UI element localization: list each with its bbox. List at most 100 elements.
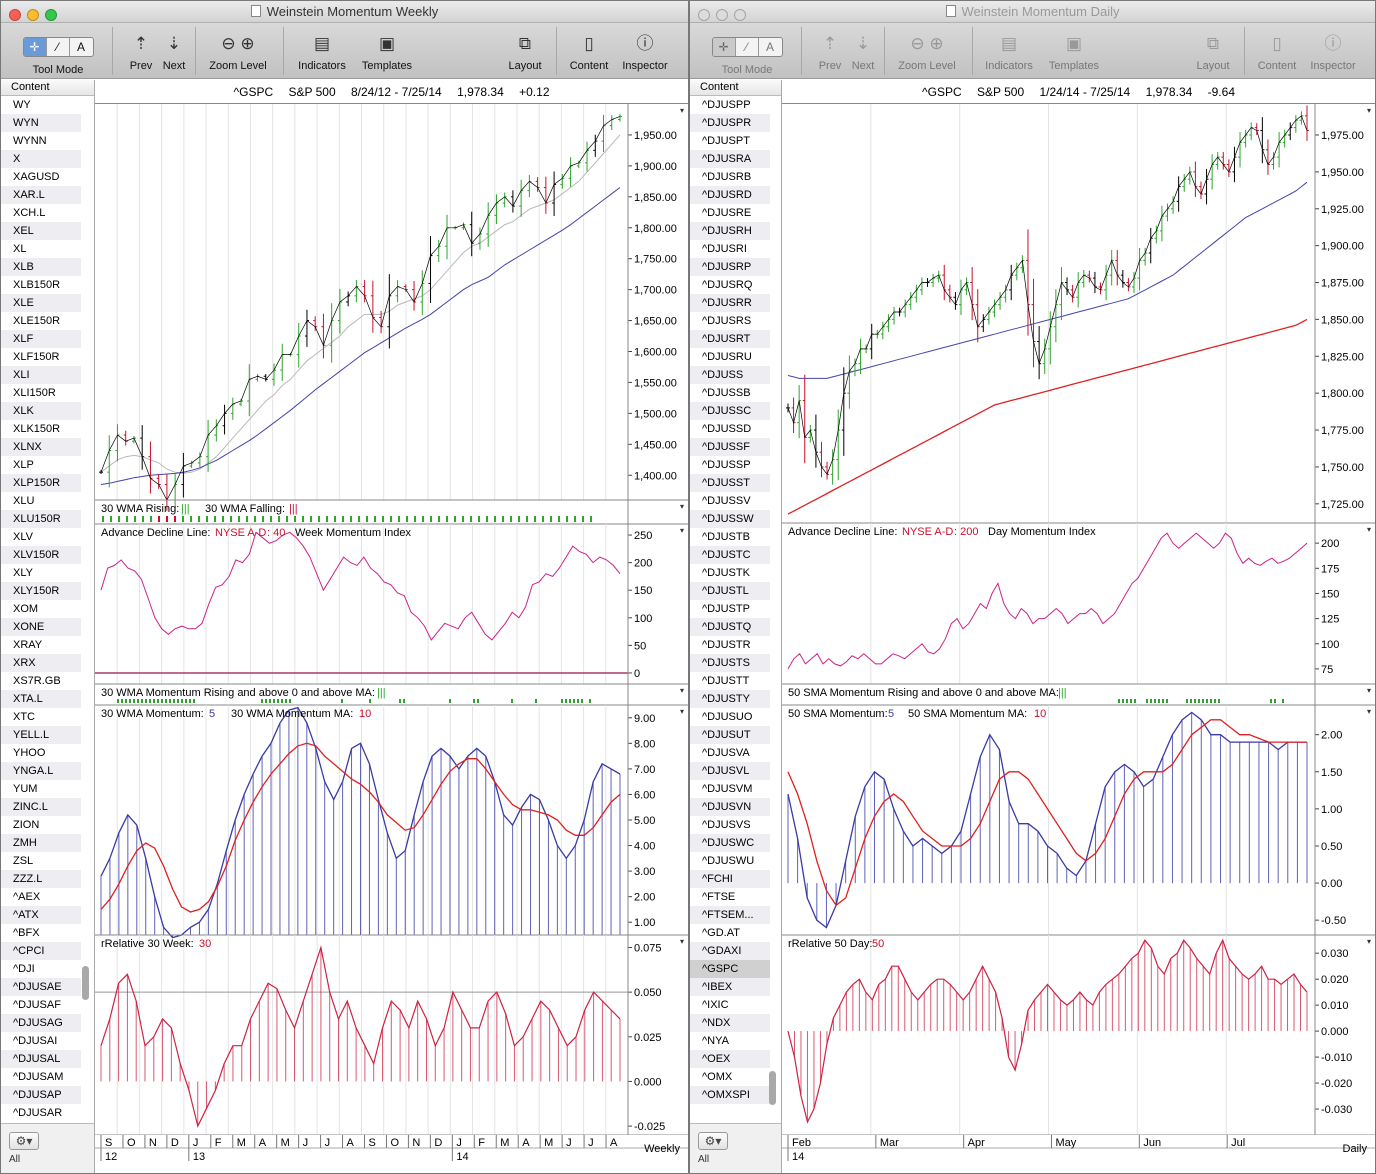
list-item[interactable]: ^DJUSPT xyxy=(702,135,750,147)
prev-button[interactable]: ⇡ Prev xyxy=(814,29,846,73)
content-button[interactable]: ▯ Content xyxy=(1252,29,1302,73)
list-item[interactable]: ^DJUSVM xyxy=(702,783,753,795)
list-item[interactable]: XLI xyxy=(1,366,81,384)
list-item[interactable]: YELL.L xyxy=(1,726,81,744)
list-item[interactable]: ^DJUSSP xyxy=(702,459,751,471)
list-item[interactable]: ^DJUSSW xyxy=(690,510,770,528)
list-item[interactable]: ^DJUSVA xyxy=(702,747,750,759)
list-item[interactable]: XRX xyxy=(1,654,81,672)
list-item[interactable]: ^OEX xyxy=(690,1050,770,1068)
list-item[interactable]: XLV xyxy=(13,531,33,543)
list-item[interactable]: ZSL xyxy=(13,855,34,867)
list-item[interactable]: ^DJUSAI xyxy=(13,1035,58,1047)
list-item[interactable]: ^FTSEM... xyxy=(690,906,770,924)
zoom-in-icon[interactable]: ⊕ xyxy=(929,34,944,53)
crosshair-icon[interactable]: ✛ xyxy=(712,38,736,56)
list-item[interactable]: ^CPCI xyxy=(1,942,81,960)
inspector-button[interactable]: ⓘ Inspector xyxy=(617,29,673,73)
inspector-button[interactable]: ⓘ Inspector xyxy=(1305,29,1361,73)
scroll-thumb[interactable] xyxy=(82,966,89,1000)
list-item[interactable]: ^DJUSAP xyxy=(1,1086,81,1104)
list-item[interactable]: ^GD.AT xyxy=(702,927,740,939)
gear-menu-button[interactable]: ⚙▾ xyxy=(698,1132,728,1150)
zoom-button[interactable] xyxy=(734,9,746,21)
list-item[interactable]: XL xyxy=(13,243,27,255)
list-item[interactable]: XLU xyxy=(13,495,35,507)
weekly-charts[interactable]: 1,950.00 1,900.00 1,850.00 1,800.00 1,750.00… xyxy=(95,104,689,1174)
list-item[interactable]: WYNN xyxy=(13,135,47,147)
list-item[interactable]: YHOO xyxy=(13,747,46,759)
list-item[interactable]: ^DJUSRH xyxy=(690,222,770,240)
list-item[interactable]: ^NYA xyxy=(702,1035,729,1047)
list-item[interactable]: ^DJUSAM xyxy=(13,1071,64,1083)
list-item[interactable]: ZION xyxy=(13,819,40,831)
list-item[interactable]: XOM xyxy=(13,603,39,615)
list-item[interactable]: ^AEX xyxy=(13,891,41,903)
close-button[interactable] xyxy=(9,9,21,21)
list-item[interactable]: XLI150R xyxy=(13,387,56,399)
list-item[interactable]: XLP150R xyxy=(1,474,81,492)
list-item[interactable]: WYN xyxy=(1,114,81,132)
list-item[interactable]: XLP xyxy=(13,459,34,471)
zoom-out-icon[interactable]: ⊖ xyxy=(221,34,236,53)
list-item[interactable]: ^DJUSAE xyxy=(1,978,81,996)
list-item[interactable]: ^DJUSRS xyxy=(702,315,752,327)
list-item[interactable]: ^GDAXI xyxy=(690,942,770,960)
list-item[interactable]: ZMH xyxy=(1,834,81,852)
next-button[interactable]: ⇣ Next xyxy=(158,29,190,73)
list-item[interactable]: XLY150R xyxy=(1,582,81,600)
list-item[interactable]: XS7R.GB xyxy=(13,675,61,687)
list-item[interactable]: XEL xyxy=(1,222,81,240)
gear-menu-button[interactable]: ⚙▾ xyxy=(9,1132,39,1150)
list-item[interactable]: ^DJUSTY xyxy=(690,690,770,708)
scroll-thumb[interactable] xyxy=(769,1071,776,1105)
close-button[interactable] xyxy=(698,9,710,21)
list-item[interactable]: ^DJUSAG xyxy=(1,1014,81,1032)
list-item[interactable]: WY xyxy=(13,99,31,111)
list-item[interactable]: XAGUSD xyxy=(13,171,60,183)
list-item[interactable]: XLE xyxy=(1,294,81,312)
list-item[interactable]: ^OMX xyxy=(702,1071,733,1083)
list-item[interactable]: ^DJUSVS xyxy=(702,819,751,831)
list-item[interactable]: ^DJUSRA xyxy=(690,150,770,168)
title-bar[interactable]: Weinstein Momentum Daily xyxy=(690,1,1375,23)
list-item[interactable]: ^DJUSTB xyxy=(702,531,750,543)
list-item[interactable]: ^DJUSTR xyxy=(702,639,751,651)
list-item[interactable]: ^GSPC xyxy=(690,960,770,978)
minimize-button[interactable] xyxy=(716,9,728,21)
list-item[interactable]: XRAY xyxy=(13,639,43,651)
list-item[interactable]: ^DJUSTL xyxy=(690,582,770,600)
layout-button[interactable]: ⧉ Layout xyxy=(501,29,549,73)
list-item[interactable]: ^IXIC xyxy=(702,999,729,1011)
zoom-button[interactable] xyxy=(45,9,57,21)
list-item[interactable]: XCH.L xyxy=(13,207,46,219)
list-item[interactable]: XLY xyxy=(13,567,33,579)
list-item[interactable]: ^DJUSRD xyxy=(690,186,770,204)
templates-button[interactable]: ▣ Templates xyxy=(356,29,418,73)
symbol-list[interactable]: WY WYN WYNN X XAGUSD XAR.L XCH.L XEL XL XLB XLB150… xyxy=(1,96,81,1126)
list-item[interactable]: XLB xyxy=(1,258,81,276)
text-tool-icon[interactable]: A xyxy=(765,40,774,54)
indicators-button[interactable]: ▤ Indicators xyxy=(978,29,1040,73)
list-item[interactable]: XLF150R xyxy=(13,351,60,363)
title-bar[interactable]: Weinstein Momentum Weekly xyxy=(1,1,688,23)
text-tool-icon[interactable]: A xyxy=(76,40,85,54)
list-item[interactable]: ^DJUSUO xyxy=(702,711,753,723)
sidebar-scrollbar[interactable] xyxy=(80,96,92,1126)
list-item[interactable]: XLK150R xyxy=(13,423,61,435)
list-item[interactable]: ^DJUSSD xyxy=(702,423,752,435)
list-item[interactable]: YNGA.L xyxy=(1,762,81,780)
list-item[interactable]: ^DJUSRT xyxy=(690,330,770,348)
list-item[interactable]: ^IBEX xyxy=(690,978,770,996)
list-item[interactable]: ^DJUSSF xyxy=(690,438,770,456)
list-item[interactable]: ^DJUSRU xyxy=(702,351,752,363)
symbol-list[interactable]: ^DJUSPP ^DJUSPR ^DJUSPT ^DJUSRA ^DJUSRB ^DJUS… xyxy=(690,96,770,1126)
list-item[interactable]: ^DJUSRR xyxy=(690,294,770,312)
list-item[interactable]: ^DJUSTS xyxy=(690,654,770,672)
list-item[interactable]: XLE150R xyxy=(13,315,61,327)
sidebar-scrollbar[interactable] xyxy=(767,96,779,1126)
list-item[interactable]: YUM xyxy=(13,783,38,795)
list-item[interactable]: ^DJUSST xyxy=(690,474,770,492)
list-item[interactable]: ^DJUSVL xyxy=(690,762,770,780)
list-item[interactable]: ^DJUSWC xyxy=(690,834,770,852)
